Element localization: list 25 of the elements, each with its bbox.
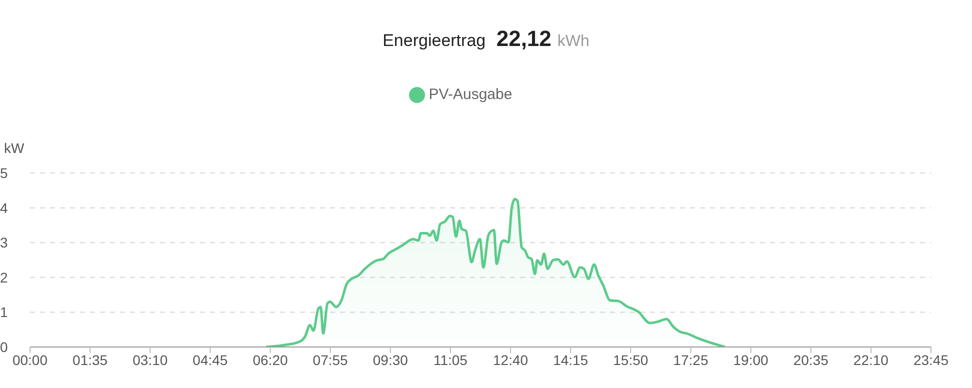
- y-tick-label: 2: [0, 269, 8, 286]
- x-tick-label: 19:00: [733, 352, 769, 368]
- y-tick-label: 3: [0, 234, 8, 251]
- y-tick-label: 0: [0, 338, 8, 355]
- x-tick-label: 15:50: [613, 352, 648, 368]
- x-tick-label: 14:15: [553, 352, 588, 368]
- x-tick-label: 04:45: [192, 352, 228, 368]
- y-tick-label: 1: [0, 304, 8, 320]
- y-axis-title: kW: [4, 140, 24, 156]
- chart-title: Energieertrag 22,12 kWh: [382, 26, 590, 51]
- y-tick-label: 5: [0, 165, 8, 181]
- x-tick-label: 03:10: [132, 352, 168, 368]
- x-tick-label: 12:40: [493, 352, 528, 368]
- x-tick-label: 23:45: [913, 352, 949, 368]
- x-tick-label: 07:55: [312, 352, 348, 368]
- y-tick-label: 4: [0, 200, 8, 216]
- x-tick-label: 01:35: [72, 352, 108, 368]
- x-tick-label: 09:30: [372, 352, 408, 368]
- x-tick-label: 00:00: [12, 352, 48, 368]
- x-tick-label: 06:20: [252, 352, 288, 368]
- x-tick-label: 17:25: [673, 352, 708, 368]
- x-tick-label: 20:35: [793, 352, 829, 368]
- x-tick-label: 22:10: [853, 352, 889, 368]
- x-tick-label: 11:05: [433, 352, 468, 368]
- legend-label: PV-Ausgabe: [428, 86, 512, 103]
